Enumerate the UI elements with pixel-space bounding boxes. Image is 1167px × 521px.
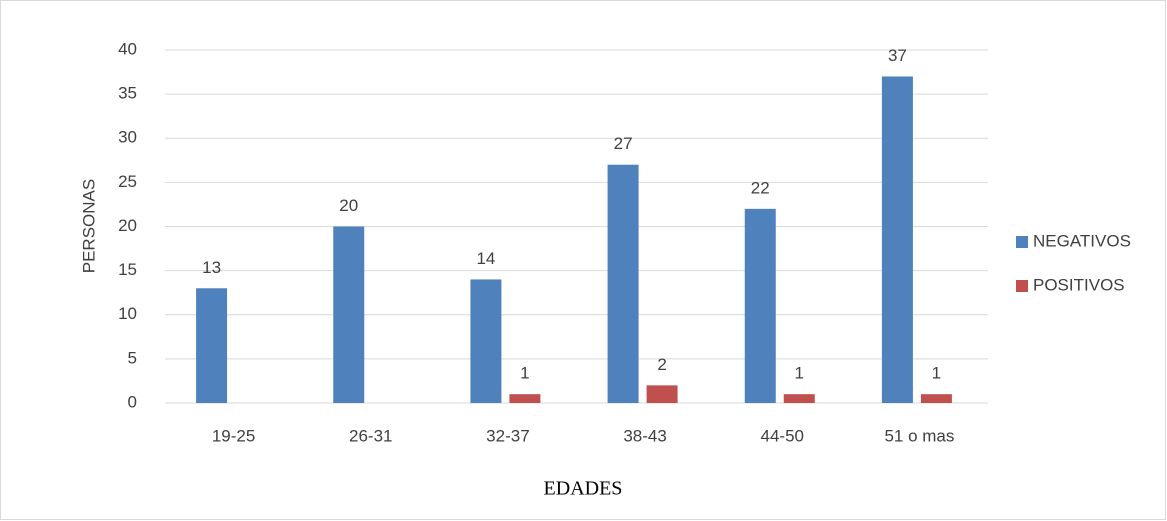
bar: [646, 385, 678, 403]
y-tick-label: 25: [118, 172, 137, 191]
value-label: 37: [888, 46, 907, 65]
y-tick-label: 0: [128, 392, 137, 411]
value-label: 2: [657, 355, 666, 374]
y-tick-label: 5: [128, 348, 137, 367]
value-label: 1: [520, 364, 529, 383]
value-label: 1: [795, 364, 804, 383]
x-axis-label: EDADES: [544, 478, 623, 500]
value-label: 14: [476, 249, 495, 268]
y-tick-label: 30: [118, 128, 137, 147]
bar: [607, 164, 639, 403]
legend-swatch: [1016, 280, 1028, 292]
bar: [783, 394, 815, 403]
x-tick-label: 26-31: [349, 426, 392, 445]
bar: [509, 394, 541, 403]
value-label: 20: [339, 196, 358, 215]
x-tick-label: 51 o mas: [884, 426, 954, 445]
bar: [196, 288, 228, 403]
value-label: 1: [932, 364, 941, 383]
y-axis-label: PERSONAS: [79, 179, 98, 273]
bar: [333, 226, 365, 403]
y-tick-label: 10: [118, 304, 137, 323]
value-label: 27: [614, 134, 633, 153]
x-tick-label: 38-43: [623, 426, 666, 445]
bar: [881, 76, 913, 403]
y-tick-label: 20: [118, 216, 137, 235]
bar: [744, 208, 776, 403]
legend-swatch: [1016, 236, 1028, 248]
bar: [920, 394, 952, 403]
x-tick-label: 32-37: [486, 426, 529, 445]
bar: [470, 279, 502, 403]
y-tick-label: 40: [118, 39, 137, 58]
legend-label: POSITIVOS: [1033, 275, 1125, 294]
y-tick-label: 35: [118, 84, 137, 103]
value-label: 13: [202, 258, 221, 277]
value-label: 22: [751, 178, 770, 197]
legend-label: NEGATIVOS: [1033, 231, 1131, 250]
y-tick-label: 15: [118, 260, 137, 279]
x-tick-label: 19-25: [212, 426, 255, 445]
x-tick-label: 44-50: [761, 426, 804, 445]
